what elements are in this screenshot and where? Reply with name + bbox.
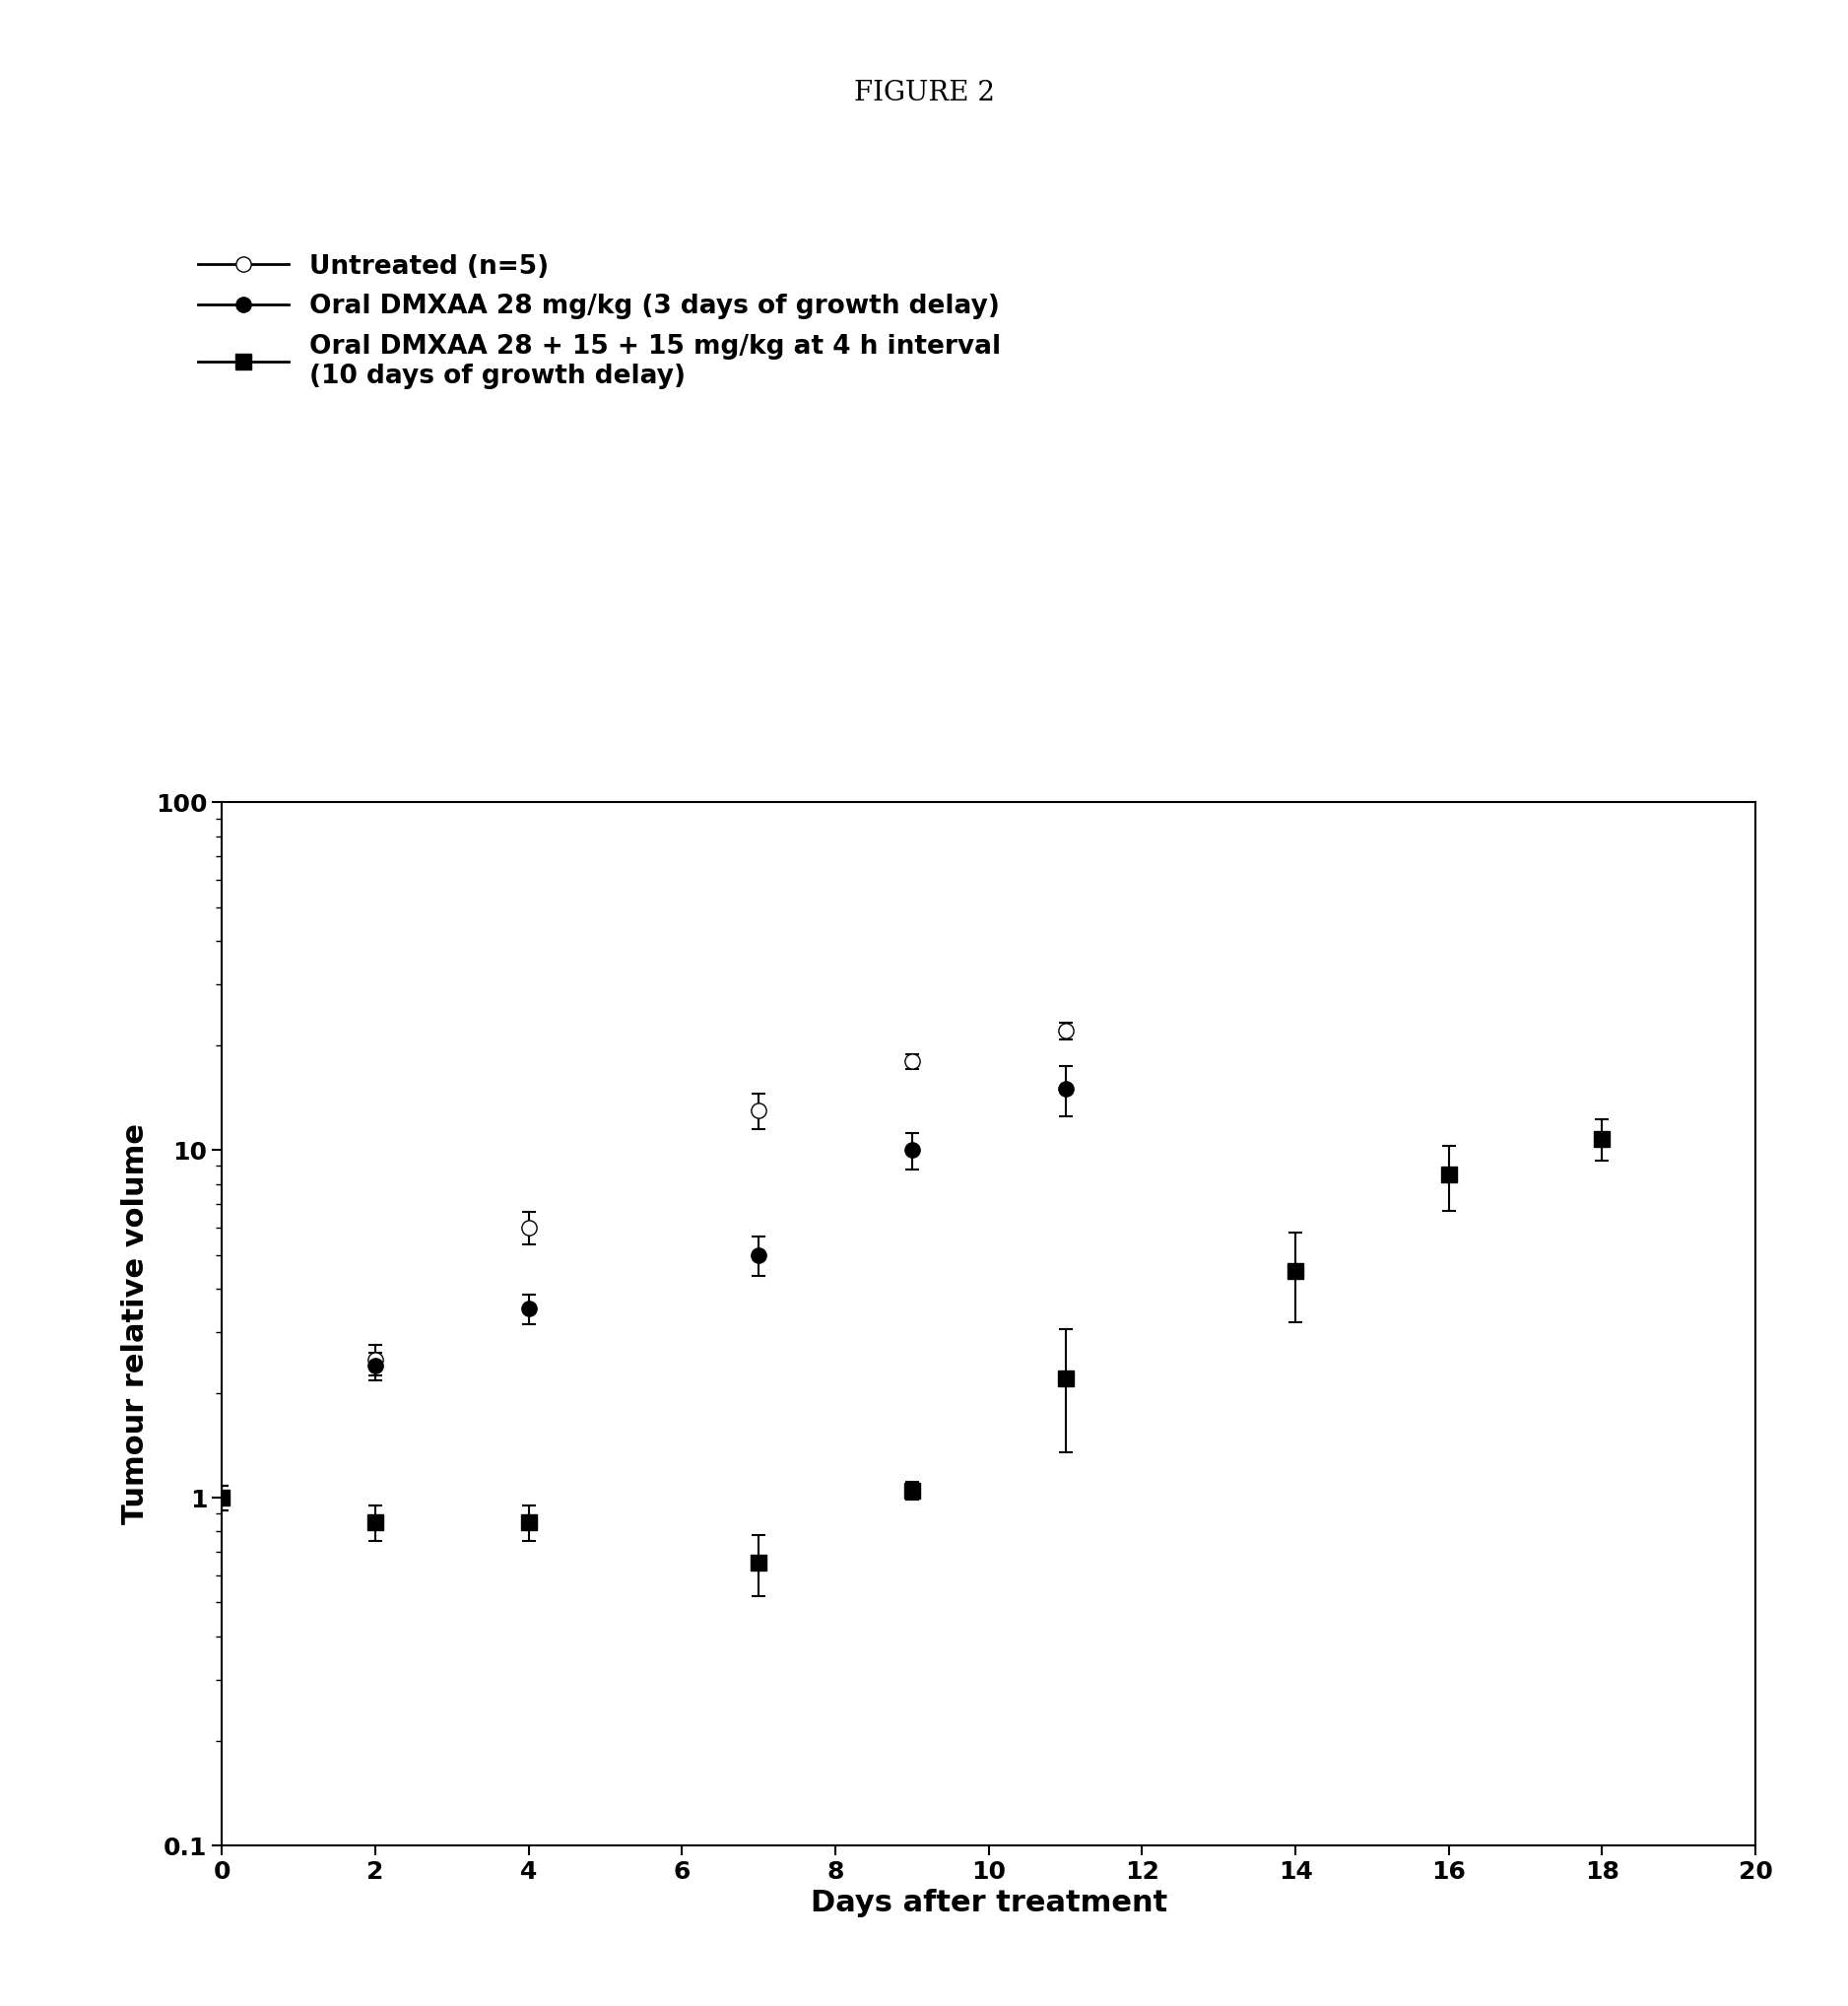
X-axis label: Days after treatment: Days after treatment bbox=[809, 1890, 1168, 1918]
Y-axis label: Tumour relative volume: Tumour relative volume bbox=[122, 1123, 150, 1525]
Text: FIGURE 2: FIGURE 2 bbox=[854, 80, 994, 106]
Legend: Untreated (n=5), Oral DMXAA 28 mg/kg (3 days of growth delay), Oral DMXAA 28 + 1: Untreated (n=5), Oral DMXAA 28 mg/kg (3 … bbox=[198, 253, 1011, 389]
